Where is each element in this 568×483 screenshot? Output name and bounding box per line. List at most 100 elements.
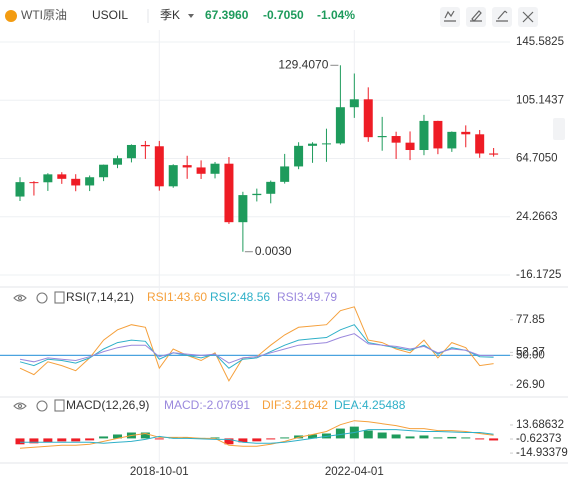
macd-bar bbox=[85, 438, 95, 441]
candle-body bbox=[461, 131, 471, 135]
y-tick-label: 145.5825 bbox=[516, 36, 564, 48]
macd-bar bbox=[113, 434, 123, 439]
candle-body bbox=[377, 136, 387, 138]
logo bbox=[5, 10, 17, 22]
annotation: 0.0030 bbox=[255, 244, 292, 258]
candle-body bbox=[475, 134, 485, 154]
candle-body bbox=[224, 163, 234, 223]
macd-bar bbox=[377, 432, 387, 439]
eye-icon[interactable] bbox=[13, 402, 27, 410]
y-tick-label: 64.7050 bbox=[516, 153, 558, 165]
tool-icon bbox=[444, 10, 456, 22]
macd-bar bbox=[308, 434, 318, 439]
candle-body bbox=[154, 146, 164, 187]
candle-body bbox=[238, 195, 248, 223]
candle-body bbox=[447, 131, 457, 149]
macd-bar bbox=[238, 438, 248, 443]
candle-body bbox=[252, 193, 262, 196]
candle-body bbox=[182, 165, 192, 168]
y-tick-label: 52.37 bbox=[516, 346, 545, 358]
macd-bar bbox=[433, 437, 443, 439]
price: 67.3960 bbox=[205, 8, 249, 22]
y-tick-label: 105.1437 bbox=[516, 94, 564, 106]
candle-body bbox=[210, 163, 220, 174]
side-button[interactable] bbox=[553, 118, 565, 140]
dropdown-arrow[interactable] bbox=[188, 14, 194, 18]
candle-body bbox=[489, 153, 499, 155]
tool-button[interactable] bbox=[440, 7, 460, 27]
candle-body bbox=[349, 99, 359, 108]
candle-body bbox=[126, 144, 136, 159]
indicator-line bbox=[19, 420, 494, 449]
lock-icon[interactable] bbox=[54, 291, 65, 304]
candle-body bbox=[57, 174, 67, 179]
macd-bar bbox=[99, 436, 109, 439]
symbol: USOIL bbox=[92, 8, 128, 22]
macd-bar bbox=[154, 438, 164, 440]
y-tick-label: 77.85 bbox=[516, 314, 545, 326]
macd-bar bbox=[266, 438, 276, 440]
gear-icon[interactable] bbox=[36, 292, 48, 304]
legend-entry: RSI1:43.60 bbox=[147, 290, 207, 304]
gear-icon[interactable] bbox=[36, 400, 48, 412]
macd-bar bbox=[224, 438, 234, 445]
macd-bar bbox=[405, 436, 415, 439]
indicator-line bbox=[20, 429, 494, 444]
candle-body bbox=[280, 166, 290, 182]
change: -0.7050 bbox=[263, 8, 304, 22]
x-tick-label: 2022-04-01 bbox=[325, 466, 384, 478]
y-tick-label: -16.1725 bbox=[516, 269, 561, 281]
y-tick-label: 24.2663 bbox=[516, 211, 558, 223]
header: WTI原油 USOIL 季K 67.3960 -0.7050 -1.04% bbox=[5, 7, 565, 140]
indicator-title: RSI(7,14,21) bbox=[66, 290, 134, 304]
candle-body bbox=[335, 107, 345, 144]
candle-body bbox=[363, 99, 373, 138]
y-tick-label: 13.68632 bbox=[516, 419, 564, 431]
tool-icon bbox=[522, 11, 534, 23]
macd-bar bbox=[447, 436, 457, 439]
macd-bar bbox=[252, 438, 262, 442]
y-tick-label: 50.00 bbox=[516, 349, 545, 361]
tool-button[interactable] bbox=[492, 7, 512, 27]
candle-body bbox=[419, 120, 429, 151]
candle-body bbox=[85, 177, 95, 186]
macd-bar bbox=[391, 434, 401, 439]
macd-bar bbox=[363, 430, 373, 439]
candle-body bbox=[391, 136, 401, 143]
candle-body bbox=[294, 145, 304, 167]
candle-body bbox=[405, 142, 415, 151]
change-pct: -1.04% bbox=[317, 8, 355, 22]
x-tick-label: 2018-10-01 bbox=[130, 466, 189, 478]
macd-bar bbox=[461, 437, 471, 439]
y-tick-label: 26.90 bbox=[516, 379, 545, 391]
period[interactable]: 季K bbox=[160, 8, 180, 22]
indicator-title: MACD(12,26,9) bbox=[66, 398, 149, 412]
macd-bar bbox=[140, 432, 150, 439]
candle-body bbox=[433, 120, 443, 149]
candle-body bbox=[266, 181, 276, 194]
macd-bar bbox=[335, 428, 345, 439]
legend-entry: DIF:3.21642 bbox=[262, 398, 328, 412]
candle-body bbox=[15, 182, 25, 197]
annotation: 129.4070 bbox=[278, 57, 328, 71]
macd-bar bbox=[280, 437, 290, 439]
candle-body bbox=[113, 158, 123, 165]
legend-entry: RSI3:49.79 bbox=[277, 290, 337, 304]
macd-bar bbox=[419, 435, 429, 439]
indicator-line bbox=[19, 306, 494, 382]
candle-body bbox=[140, 144, 150, 147]
candle-body bbox=[71, 178, 81, 186]
tool-icon bbox=[496, 10, 508, 22]
tool-icon bbox=[470, 10, 482, 22]
macd-bar bbox=[489, 438, 499, 441]
eye-icon[interactable] bbox=[13, 294, 27, 302]
lock-icon[interactable] bbox=[54, 399, 65, 412]
macd-bar bbox=[71, 438, 81, 442]
macd-bar bbox=[15, 438, 25, 445]
tool-button[interactable] bbox=[466, 7, 486, 27]
macd-bar bbox=[43, 438, 53, 443]
legend-entry: RSI2:48.56 bbox=[210, 290, 270, 304]
candle-body bbox=[29, 182, 39, 184]
candle-body bbox=[196, 167, 206, 174]
